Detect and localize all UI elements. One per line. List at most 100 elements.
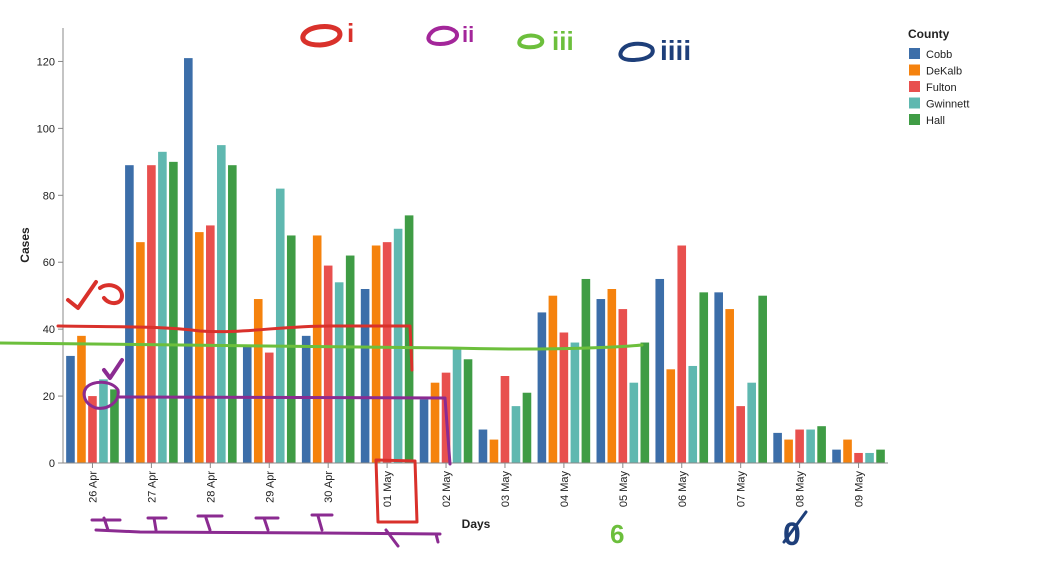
x-tick-label: 01 May: [382, 471, 394, 508]
y-tick-label: 60: [43, 257, 55, 269]
bar-hall-04-may: [581, 278, 591, 463]
x-tick-label: 03 May: [500, 471, 512, 508]
x-tick-label: 06 May: [677, 471, 689, 508]
x-tick-label: 29 Apr: [264, 471, 276, 503]
legend-label-dekalb: DeKalb: [926, 66, 962, 78]
x-tick-label: 07 May: [736, 471, 748, 508]
legend-swatch-fulton: [909, 81, 920, 92]
ink-mark-iiii: iiii: [618, 35, 691, 66]
bar-gwinnett-04-may: [570, 342, 580, 463]
y-tick-label: 80: [43, 190, 55, 202]
bar-fulton-03-may: [500, 376, 510, 463]
bar-dekalb-04-may: [548, 295, 558, 463]
bar-dekalb-07-may: [725, 309, 734, 463]
legend-label-cobb: Cobb: [926, 49, 952, 61]
bar-gwinnett-02-may: [452, 349, 462, 463]
bar-fulton-05-may: [618, 309, 628, 463]
bar-gwinnett-08-may: [806, 429, 815, 463]
bar-gwinnett-07-may: [747, 382, 756, 463]
bar-gwinnett-03-may: [511, 406, 521, 463]
bar-cobb-06-may: [655, 278, 665, 463]
bar-dekalb-26-apr: [77, 335, 86, 463]
bar-fulton-08-may: [795, 429, 804, 463]
bar-gwinnett-09-may: [865, 452, 874, 463]
ink-mark-i-text: i: [347, 18, 354, 48]
bar-cobb-05-may: [596, 299, 606, 463]
bar-hall-03-may: [522, 392, 532, 463]
bar-dekalb-27-apr: [136, 242, 145, 463]
x-tick-label: 30 Apr: [323, 471, 335, 503]
ink-red-bracket: [56, 324, 414, 372]
y-tick-label: 0: [49, 458, 55, 470]
bar-dekalb-02-may: [430, 382, 440, 463]
bar-cobb-08-may: [773, 432, 782, 463]
ink-mark-iii: iii: [517, 26, 574, 56]
bar-hall-02-may: [463, 359, 473, 463]
ink-number-6: 6: [610, 519, 624, 549]
bar-hall-26-apr: [110, 389, 119, 463]
ink-purple-bracket: [116, 395, 452, 466]
legend-title: County: [908, 27, 950, 41]
bar-fulton-04-may: [559, 332, 569, 463]
bar-dekalb-05-may: [607, 289, 617, 463]
bar-dekalb-28-apr: [195, 232, 204, 463]
bar-gwinnett-26-apr: [99, 379, 108, 463]
bar-cobb-03-may: [478, 429, 488, 463]
bar-fulton-06-may: [677, 245, 687, 463]
ink-green-line: [0, 341, 644, 351]
bar-dekalb-06-may: [666, 369, 676, 463]
ink-red-check: [66, 280, 124, 310]
bar-cobb-09-may: [832, 449, 841, 463]
bar-cobb-29-apr: [242, 345, 252, 463]
legend-swatch-dekalb: [909, 64, 920, 76]
legend-items: Cobb DeKalb Fulton Gwinnett Hall: [909, 48, 969, 127]
bar-fulton-07-may: [736, 406, 745, 463]
bar-fulton-01-may: [382, 242, 392, 463]
bar-cobb-04-may: [537, 312, 547, 463]
ink-mark-iiii-text: iiii: [660, 35, 691, 66]
ink-mark-ii-text: ii: [462, 22, 474, 47]
legend: County Cobb DeKalb Fulton Gwinnett Hall: [908, 27, 969, 127]
legend-swatch-gwinnett: [909, 97, 920, 109]
ink-annotations: i ii iii iiii 6 0: [0, 18, 808, 552]
bar-hall-09-may: [876, 449, 885, 463]
bar-cobb-30-apr: [301, 335, 311, 463]
x-tick-label: 27 Apr: [146, 471, 158, 503]
bar-hall-30-apr: [345, 255, 355, 463]
x-tick-label: 04 May: [559, 471, 571, 508]
y-axis-title: Cases: [18, 227, 32, 263]
bar-fulton-26-apr: [88, 396, 97, 463]
bar-gwinnett-30-apr: [334, 282, 344, 463]
y-tick-label: 100: [37, 123, 55, 135]
ink-mark-iii-text: iii: [552, 26, 574, 56]
bar-dekalb-03-may: [489, 439, 499, 463]
bar-hall-07-may: [758, 295, 767, 463]
bar-dekalb-08-may: [784, 439, 793, 463]
bar-cobb-02-may: [419, 399, 429, 463]
bar-fulton-27-apr: [147, 165, 156, 463]
bar-cobb-28-apr: [184, 58, 193, 464]
bars-layer: [66, 58, 885, 464]
bar-hall-08-may: [817, 426, 826, 463]
ink-mark-i: i: [300, 18, 354, 48]
x-tick-label: 05 May: [618, 471, 630, 508]
bar-cobb-01-may: [360, 289, 370, 463]
bar-hall-05-may: [640, 342, 650, 463]
bar-gwinnett-05-may: [629, 382, 639, 463]
ink-mark-ii: ii: [426, 22, 474, 47]
bar-dekalb-09-may: [843, 439, 852, 463]
bar-dekalb-30-apr: [312, 235, 322, 463]
bar-hall-27-apr: [169, 161, 178, 463]
ink-purple-hats: [146, 513, 334, 520]
ink-purple-check: [102, 358, 124, 380]
y-tick-label: 40: [43, 324, 55, 336]
y-tick-label: 20: [43, 391, 55, 403]
bar-dekalb-29-apr: [253, 299, 263, 463]
bar-hall-28-apr: [228, 165, 237, 463]
legend-swatch-hall: [909, 114, 920, 125]
bar-cobb-07-may: [714, 292, 723, 463]
bar-fulton-29-apr: [264, 352, 274, 463]
bar-gwinnett-06-may: [688, 365, 698, 463]
bar-dekalb-01-may: [371, 245, 381, 463]
